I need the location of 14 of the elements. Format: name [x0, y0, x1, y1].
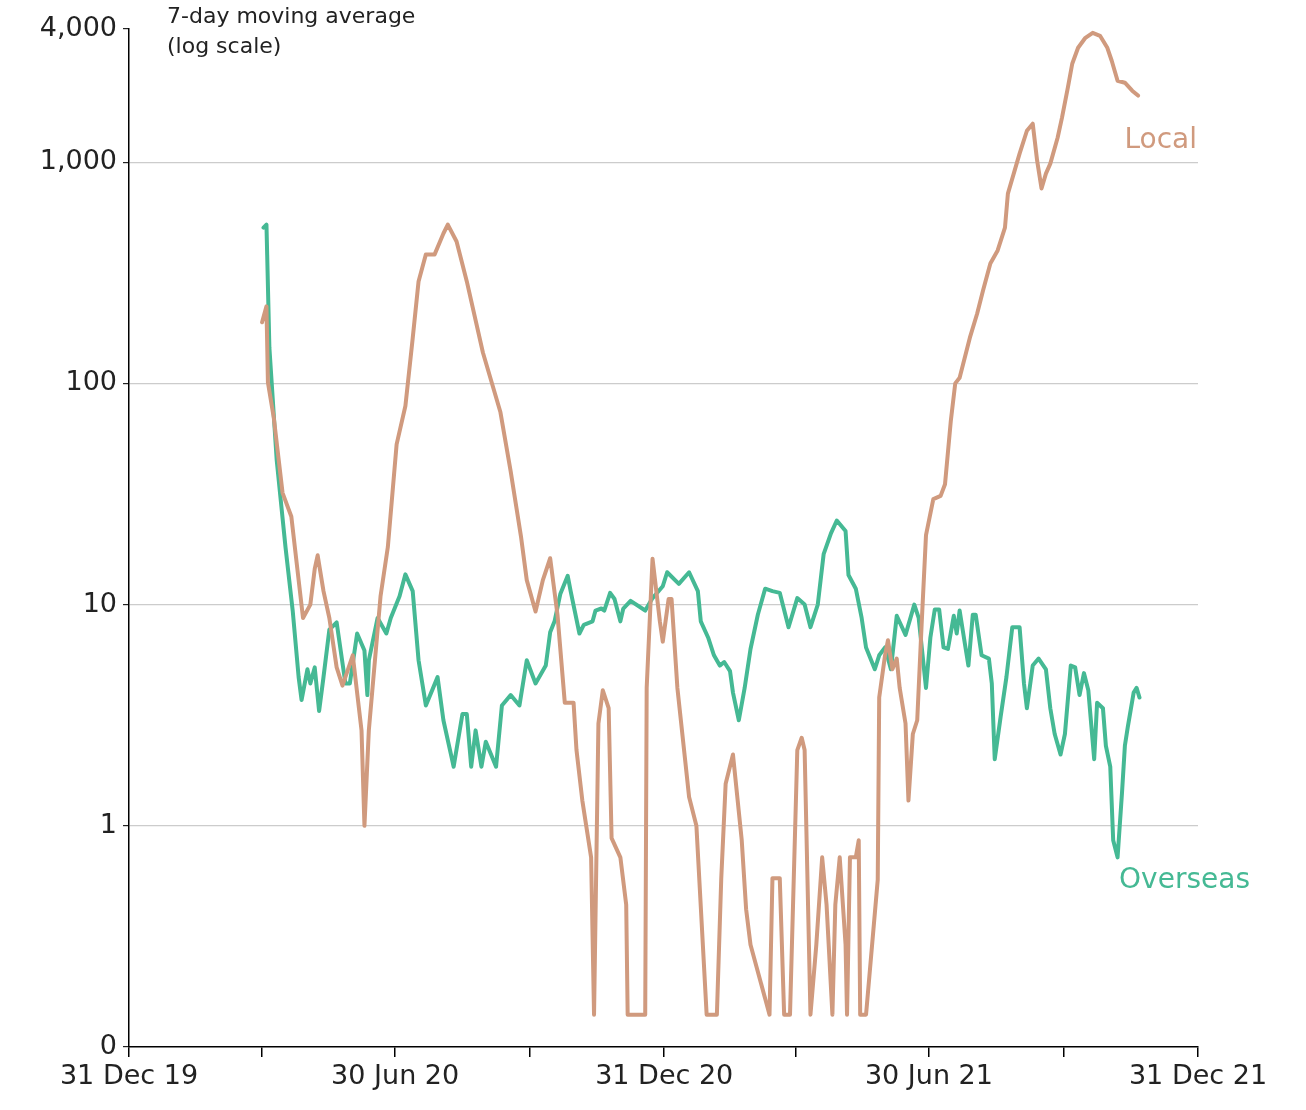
y-tick-label: 10: [82, 586, 117, 618]
series-label: Overseas: [1119, 862, 1250, 896]
x-tick-label: 30 Jun 21: [864, 1059, 993, 1091]
x-tick-label: 31 Dec 21: [1128, 1059, 1268, 1091]
x-tick-label: 31 Dec 19: [59, 1059, 199, 1091]
y-tick-label: 100: [65, 365, 117, 397]
y-tick-label: 1: [99, 807, 117, 839]
y-tick-label: 1,000: [39, 144, 117, 176]
y-tick-label: 0: [99, 1029, 117, 1061]
y-axis-title: 7-day moving average (log scale): [167, 2, 416, 58]
x-tick-label: 31 Dec 20: [595, 1059, 734, 1091]
x-tick-label: 30 Jun 20: [331, 1059, 460, 1091]
series-label: Local: [1124, 122, 1197, 156]
y-tick-label: 4,000: [39, 11, 117, 43]
